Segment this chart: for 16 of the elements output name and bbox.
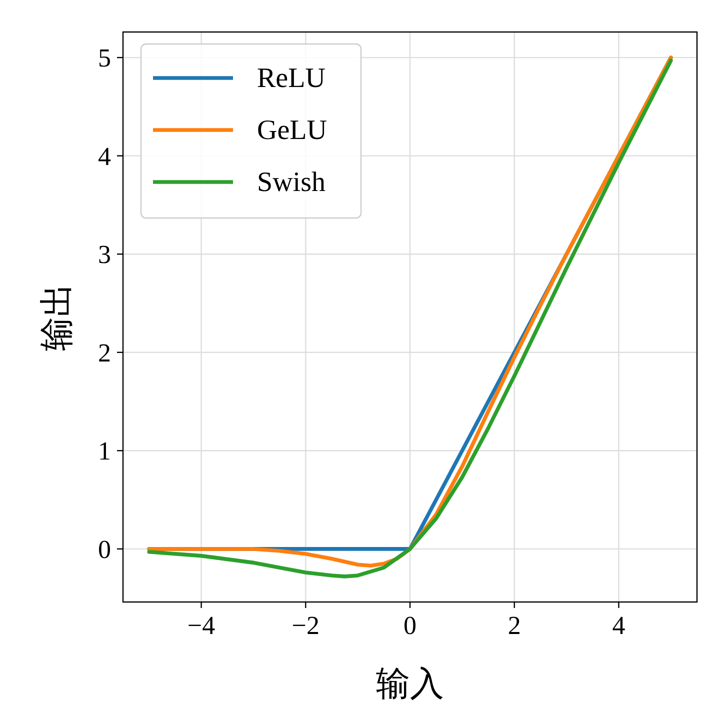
legend-label: GeLU (257, 115, 327, 146)
x-tick-label: 4 (612, 611, 626, 640)
y-tick-label: 3 (98, 240, 111, 270)
legend-label: ReLU (257, 63, 326, 94)
y-tick-label: 1 (98, 436, 111, 466)
y-tick-label: 2 (98, 338, 111, 368)
y-tick-label: 0 (98, 534, 111, 564)
x-tick-label: 0 (404, 611, 416, 640)
y-axis-title: 输出 (39, 283, 76, 351)
x-axis-title: 输入 (376, 666, 444, 703)
x-tick-label: −2 (292, 611, 320, 640)
x-tick-label: −4 (187, 611, 216, 640)
y-tick-label: 4 (98, 142, 111, 171)
legend-label: Swish (257, 167, 326, 198)
x-tick-label: 2 (508, 611, 521, 640)
y-tick-label: 5 (98, 44, 111, 73)
